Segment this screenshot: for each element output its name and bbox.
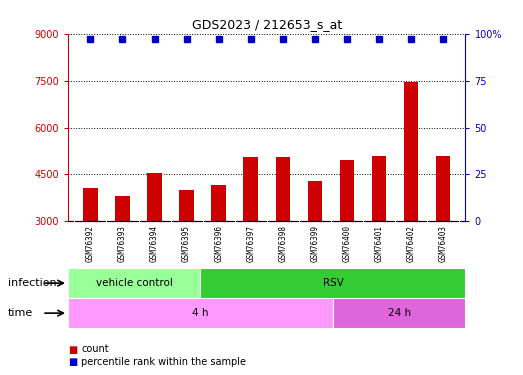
Bar (339, 160, 354, 221)
Text: infection: infection (8, 278, 56, 288)
Bar (308, 181, 322, 221)
Text: GSM76395: GSM76395 (182, 225, 191, 262)
Text: GSM76398: GSM76398 (278, 225, 287, 262)
Text: time: time (8, 308, 33, 318)
Bar (68, 268, 200, 298)
Bar (179, 190, 194, 221)
Bar (83, 188, 98, 221)
Text: GSM76401: GSM76401 (374, 225, 383, 262)
Bar (333, 298, 465, 328)
Bar (68, 298, 333, 328)
Bar (115, 196, 130, 221)
Text: GSM76396: GSM76396 (214, 225, 223, 262)
Text: ■: ■ (68, 345, 77, 354)
Bar (147, 173, 162, 221)
Text: GSM76394: GSM76394 (150, 225, 159, 262)
Text: GSM76399: GSM76399 (310, 225, 320, 262)
Bar (276, 157, 290, 221)
Text: 24 h: 24 h (388, 308, 411, 318)
Bar (436, 156, 450, 221)
Bar (200, 268, 465, 298)
Text: percentile rank within the sample: percentile rank within the sample (81, 357, 246, 367)
Text: RSV: RSV (323, 278, 344, 288)
Text: count: count (81, 345, 109, 354)
Text: 4 h: 4 h (192, 308, 209, 318)
Bar (244, 157, 258, 221)
Text: vehicle control: vehicle control (96, 278, 173, 288)
Text: GSM76393: GSM76393 (118, 225, 127, 262)
Bar (211, 185, 226, 221)
Title: GDS2023 / 212653_s_at: GDS2023 / 212653_s_at (191, 18, 342, 31)
Bar (372, 156, 386, 221)
Text: GSM76392: GSM76392 (86, 225, 95, 262)
Bar (404, 82, 418, 221)
Text: GSM76397: GSM76397 (246, 225, 255, 262)
Text: GSM76403: GSM76403 (438, 225, 448, 262)
Text: ■: ■ (68, 357, 77, 367)
Text: GSM76400: GSM76400 (343, 225, 351, 262)
Text: GSM76402: GSM76402 (406, 225, 415, 262)
